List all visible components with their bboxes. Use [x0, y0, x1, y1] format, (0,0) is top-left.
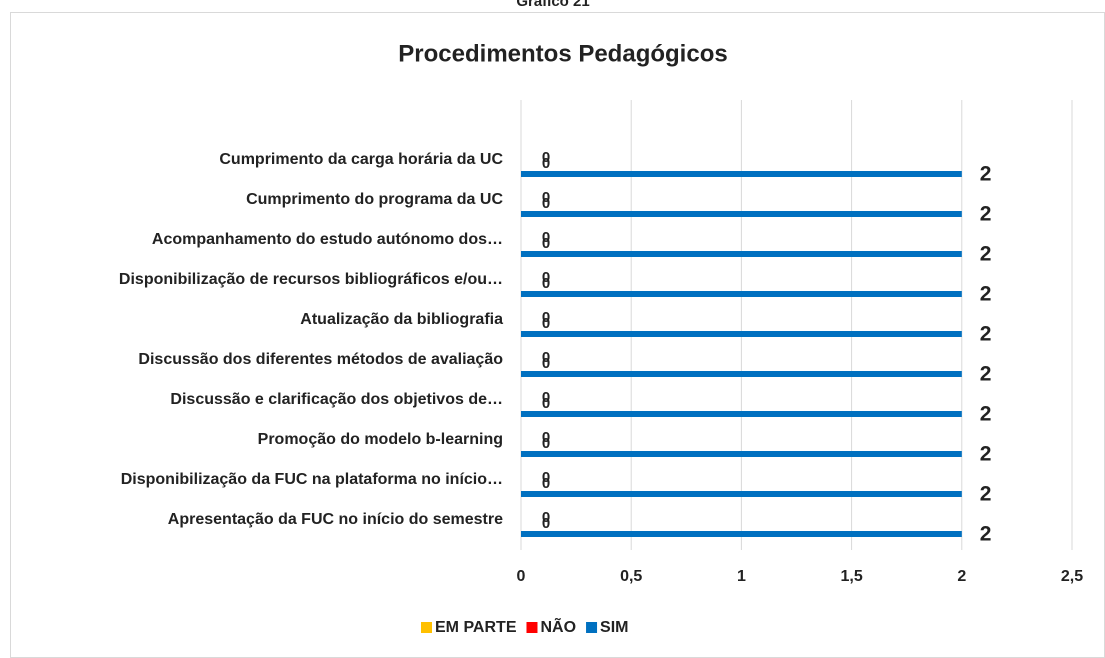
data-label: 0: [542, 515, 550, 532]
data-label: 2: [980, 323, 992, 346]
legend-label: EM PARTE: [435, 619, 517, 636]
data-label: 0: [542, 509, 550, 526]
x-tick-label: 0,5: [620, 568, 642, 585]
y-tick-label: Atualização da bibliografia: [300, 311, 503, 328]
x-tick-label: 1: [737, 568, 746, 585]
data-label: 0: [542, 269, 550, 286]
data-label: 2: [980, 363, 992, 386]
data-label: 2: [980, 403, 992, 426]
bar: [521, 291, 962, 297]
legend-swatch: [586, 622, 598, 633]
data-label: 2: [980, 163, 992, 186]
data-label: 0: [542, 389, 550, 406]
bar: [521, 331, 962, 337]
data-label: 0: [542, 235, 550, 252]
data-label: 0: [542, 429, 550, 446]
bar: [521, 411, 962, 417]
bar: [521, 531, 962, 537]
y-tick-label: Promoção do modelo b-learning: [258, 431, 503, 448]
data-label: 2: [980, 483, 992, 506]
data-label: 2: [980, 203, 992, 226]
data-label: 0: [542, 355, 550, 372]
data-label: 0: [542, 395, 550, 412]
data-label: 0: [542, 155, 550, 172]
data-label: 0: [542, 475, 550, 492]
y-tick-label: Discussão e clarificação dos objetivos d…: [170, 391, 503, 408]
legend-label: SIM: [600, 619, 628, 636]
data-label: 0: [542, 189, 550, 206]
y-tick-label: Acompanhamento do estudo autónomo dos…: [152, 231, 503, 248]
bar: [521, 171, 962, 177]
data-label: 0: [542, 435, 550, 452]
legend-swatch: [526, 622, 538, 633]
data-label: 2: [980, 283, 992, 306]
chart-caption: Gráfico 21: [516, 0, 589, 10]
bar: [521, 451, 962, 457]
y-tick-label: Apresentação da FUC no início do semestr…: [168, 511, 503, 528]
data-label: 0: [542, 275, 550, 292]
chart-title: Procedimentos Pedagógicos: [398, 40, 727, 67]
data-label: 0: [542, 229, 550, 246]
bar: [521, 371, 962, 377]
x-tick-label: 0: [517, 568, 526, 585]
y-tick-label: Discussão dos diferentes métodos de aval…: [138, 351, 503, 368]
data-label: 2: [980, 243, 992, 266]
y-tick-label: Disponibilização da FUC na plataforma no…: [121, 471, 503, 488]
y-tick-label: Cumprimento da carga horária da UC: [219, 151, 503, 168]
data-label: 0: [542, 349, 550, 366]
legend-swatch: [421, 622, 432, 633]
x-tick-label: 1,5: [840, 568, 862, 585]
data-label: 2: [980, 523, 992, 546]
bar: [521, 211, 962, 217]
data-label: 0: [542, 309, 550, 326]
data-label: 0: [542, 469, 550, 486]
bar: [521, 491, 962, 497]
data-label: 0: [542, 315, 550, 332]
x-tick-label: 2,5: [1061, 568, 1083, 585]
legend-label: NÃO: [540, 616, 576, 636]
data-label: 2: [980, 443, 992, 466]
y-tick-label: Cumprimento do programa da UC: [246, 191, 503, 208]
y-tick-label: Disponibilização de recursos bibliográfi…: [119, 271, 503, 288]
bar: [521, 251, 962, 257]
x-tick-label: 2: [957, 568, 966, 585]
data-label: 0: [542, 195, 550, 212]
data-label: 0: [542, 149, 550, 166]
